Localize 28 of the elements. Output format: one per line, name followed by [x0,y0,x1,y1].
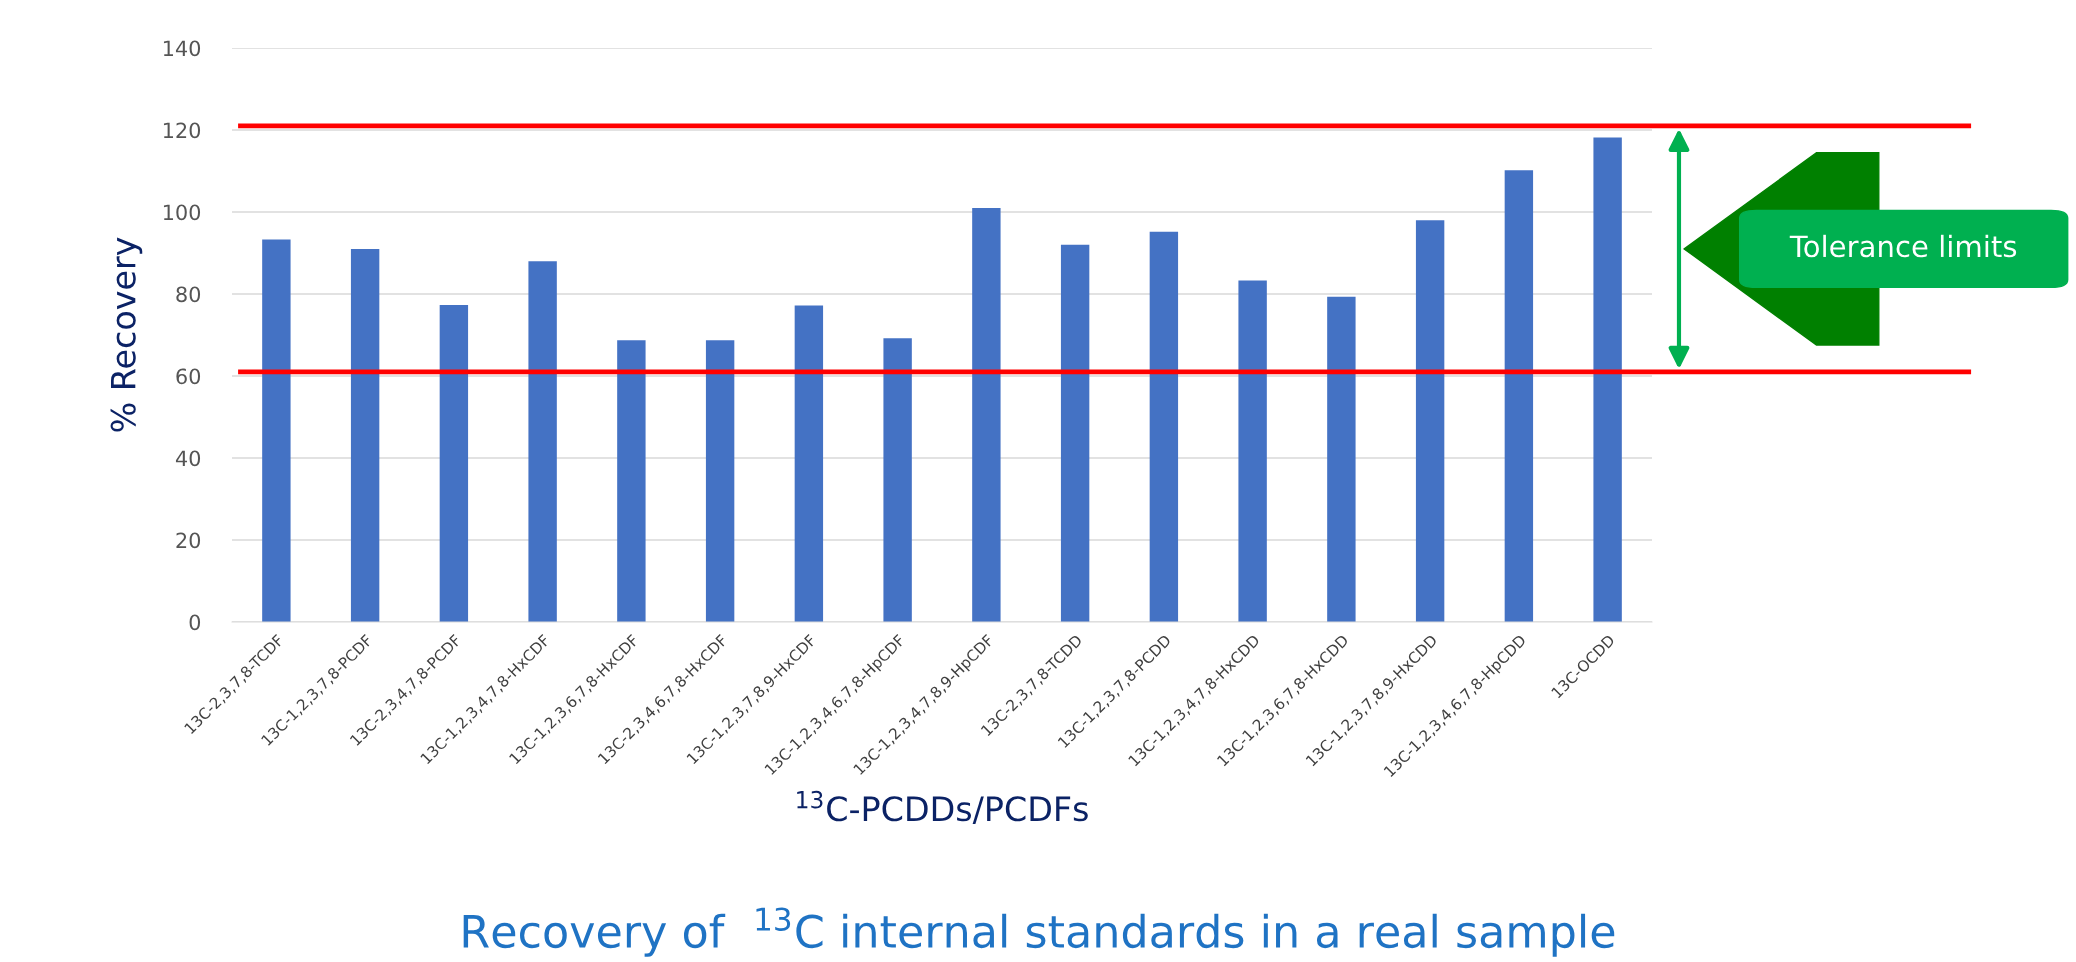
y-axis-title: % Recovery [110,237,143,432]
y-tick-label: 40 [175,450,201,467]
bar [794,305,824,622]
bar [617,340,646,622]
text: Tolerance limits [1789,234,2017,258]
bar [705,340,735,622]
bar [439,305,469,622]
y-tick-label: 140 [163,40,201,57]
bar [350,248,380,622]
bar [528,261,557,622]
x-axis-title: $^{13}$C-PCDDs/PCDFs [797,790,1088,824]
bar [883,338,912,622]
y-tick-label: 120 [163,122,201,139]
y-tick-label: 100 [163,204,201,221]
y-tick-label: 60 [176,368,201,385]
bar [1149,231,1179,622]
text: Recovery of $^{13}$C internal standards in a real sample [463,907,1615,957]
bar [1593,137,1622,622]
bar [972,207,1001,622]
y-tick-label: 20 [176,532,201,549]
bar [1415,220,1445,622]
y-tick-label: 0 [189,614,201,631]
y-tick-label: 80 [176,286,201,303]
bar [1504,170,1534,622]
bar [1060,244,1090,622]
bar [1238,280,1267,622]
bar [262,239,291,622]
bar [1327,296,1356,622]
